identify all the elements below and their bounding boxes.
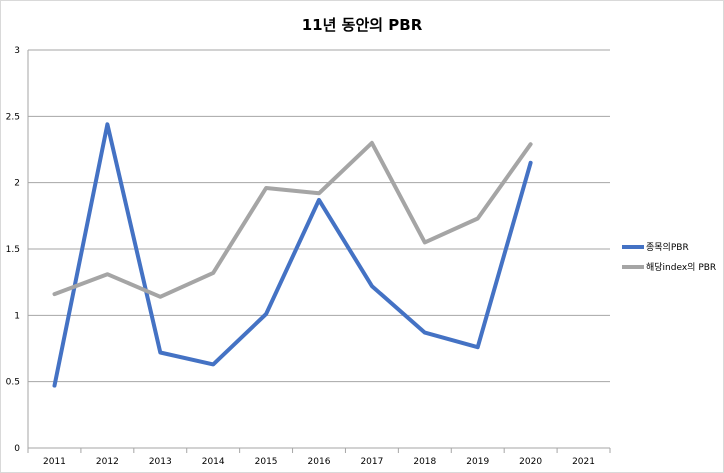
y-tick-label: 0.5 [6, 378, 20, 388]
x-tick-label: 2012 [96, 457, 119, 467]
series-lines [52, 122, 533, 388]
series-line-2 [52, 140, 533, 299]
x-tick-label: 2018 [413, 457, 436, 467]
legend: 종목의PBR 해당index의 PBR [622, 242, 716, 273]
x-tick-label: 2014 [202, 457, 225, 467]
x-tick-label: 2016 [308, 457, 331, 467]
x-tick-label: 2013 [149, 457, 172, 467]
y-tick-label: 2.5 [6, 112, 20, 122]
legend-label: 해당index의 PBR [646, 262, 716, 273]
y-tick-label: 3 [14, 46, 20, 56]
y-tick-label: 0 [14, 444, 20, 454]
chart-title: 11년 동안의 PBR [301, 16, 423, 34]
axes: 0 0.5 1 1.5 2 2.5 3 2011 2012 2013 2014 2015 2016 201… [6, 46, 611, 467]
x-tick-label: 2019 [466, 457, 489, 467]
y-tick-label: 1.5 [6, 245, 20, 255]
x-tick-label: 2020 [519, 457, 542, 467]
y-tick-label: 1 [14, 311, 20, 321]
series-line-1 [52, 122, 533, 388]
x-tick-label: 2015 [255, 457, 278, 467]
gridlines [28, 49, 610, 383]
x-tick-label: 2021 [572, 457, 595, 467]
legend-label: 종목의PBR [646, 242, 689, 253]
x-tick-label: 2011 [43, 457, 66, 467]
x-tick-label: 2017 [360, 457, 383, 467]
y-tick-label: 2 [14, 179, 20, 189]
